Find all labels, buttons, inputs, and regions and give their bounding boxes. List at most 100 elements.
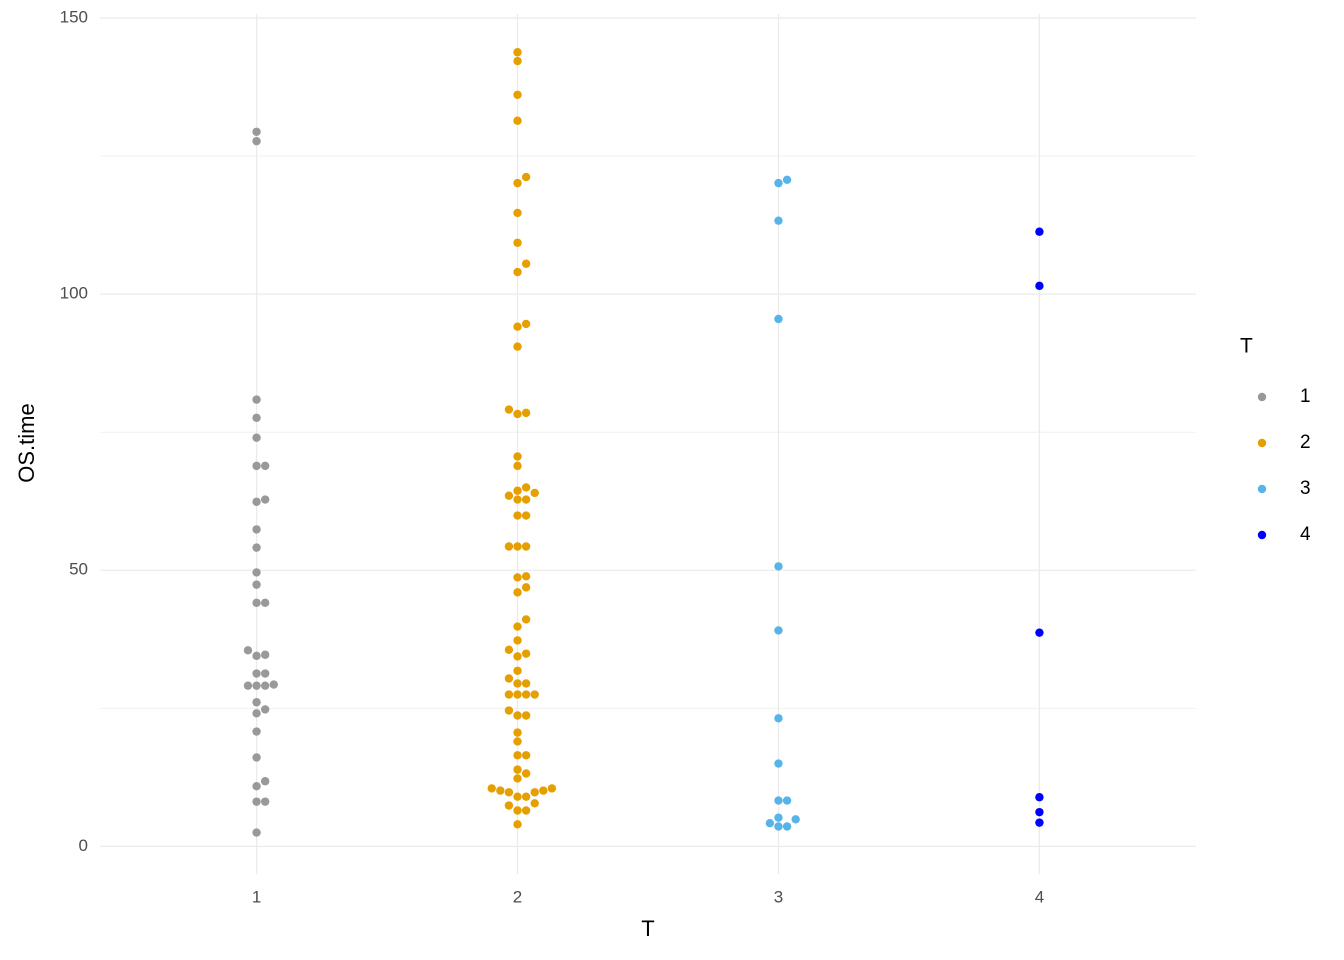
y-tick-label: 150 — [60, 7, 88, 26]
point — [504, 491, 514, 500]
point — [521, 649, 531, 658]
point — [513, 636, 522, 645]
point — [513, 208, 522, 218]
legend-title: T — [1240, 335, 1253, 358]
point — [521, 711, 531, 720]
point — [252, 395, 261, 404]
point — [513, 774, 522, 783]
point — [1035, 807, 1044, 817]
point — [504, 542, 514, 551]
point — [513, 588, 522, 597]
legend-label: 4 — [1300, 524, 1311, 545]
point — [791, 815, 800, 824]
point — [513, 48, 522, 57]
point — [252, 828, 261, 837]
point — [513, 409, 522, 419]
point — [252, 669, 261, 678]
point — [252, 698, 261, 707]
point — [487, 784, 496, 793]
point — [252, 598, 261, 608]
point — [782, 175, 792, 185]
point — [539, 786, 548, 795]
x-tick-label: 1 — [252, 887, 261, 906]
point — [260, 495, 270, 504]
y-axis-title: OS.time — [14, 403, 39, 482]
point — [504, 645, 514, 654]
point — [269, 680, 278, 689]
point — [513, 542, 522, 551]
point — [774, 822, 783, 831]
point — [513, 452, 522, 461]
x-tick-label: 3 — [774, 887, 783, 906]
point — [521, 259, 531, 268]
legend-marker — [1257, 392, 1267, 402]
point — [530, 690, 539, 699]
point — [521, 615, 531, 624]
point — [513, 486, 522, 495]
point — [774, 178, 783, 188]
point — [521, 769, 531, 778]
point — [260, 598, 270, 608]
point — [513, 737, 522, 746]
point — [260, 797, 270, 806]
legend-marker — [1257, 530, 1267, 540]
point — [513, 690, 522, 699]
point — [260, 650, 270, 659]
point — [521, 792, 531, 801]
legend-label: 2 — [1300, 432, 1311, 453]
point — [513, 116, 522, 125]
point — [504, 706, 514, 715]
point — [521, 172, 531, 182]
point — [252, 497, 261, 506]
point — [243, 646, 253, 655]
point — [260, 705, 270, 714]
point — [252, 651, 261, 661]
point — [521, 483, 531, 492]
point — [252, 681, 261, 690]
point — [521, 408, 531, 418]
point — [252, 543, 261, 552]
point — [513, 322, 522, 331]
x-tick-label: 4 — [1035, 887, 1044, 906]
point — [774, 759, 783, 768]
point — [521, 319, 531, 329]
point — [513, 666, 522, 675]
y-tick-label: 100 — [60, 284, 88, 303]
point — [513, 711, 522, 720]
point — [1035, 818, 1044, 827]
point — [1035, 793, 1044, 802]
point — [513, 679, 522, 688]
point — [504, 801, 514, 810]
point — [252, 136, 261, 146]
legend-marker — [1257, 484, 1267, 494]
point — [513, 806, 522, 815]
point — [521, 542, 531, 551]
legend-marker — [1257, 438, 1267, 448]
x-tick-label: 2 — [513, 887, 522, 906]
point — [513, 765, 522, 774]
point — [252, 525, 261, 534]
point — [774, 626, 783, 635]
point — [513, 792, 522, 801]
y-tick-label: 50 — [69, 560, 88, 579]
point — [782, 822, 792, 831]
point — [252, 797, 261, 806]
point — [774, 813, 783, 822]
point — [513, 267, 522, 277]
point — [513, 178, 522, 188]
point — [513, 238, 522, 247]
point — [260, 461, 270, 471]
point — [252, 413, 261, 423]
point — [260, 669, 270, 678]
point — [260, 681, 270, 690]
point — [496, 786, 505, 795]
legend-label: 1 — [1300, 386, 1311, 407]
point — [513, 751, 522, 760]
point — [260, 777, 270, 786]
point — [252, 568, 261, 577]
point — [513, 90, 522, 99]
point — [521, 511, 531, 520]
point — [504, 674, 514, 683]
point — [252, 127, 261, 136]
